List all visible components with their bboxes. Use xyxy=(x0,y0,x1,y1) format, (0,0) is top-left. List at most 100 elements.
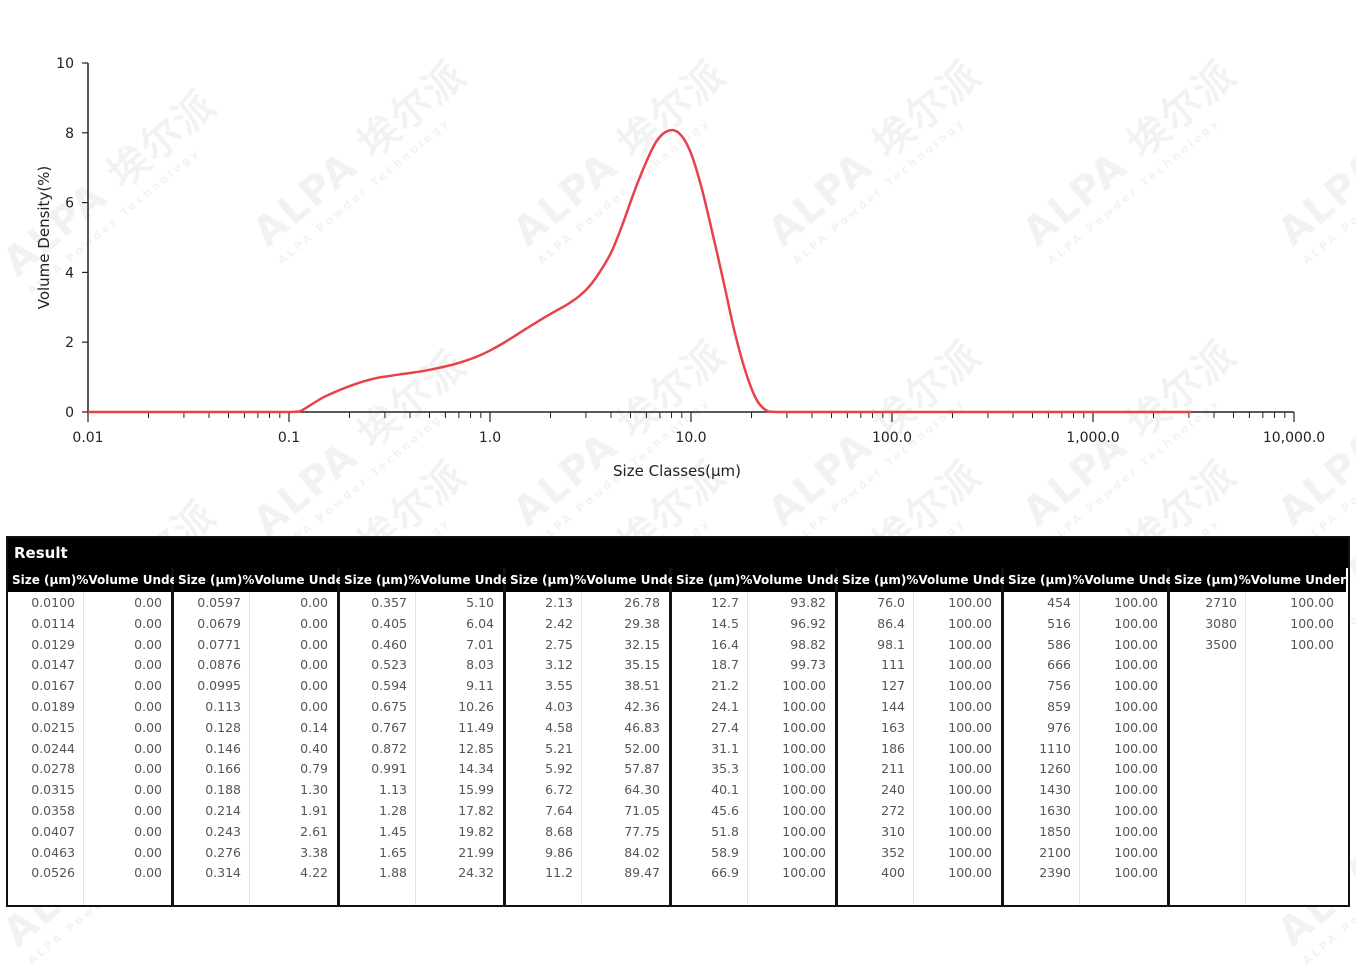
table-row: 1630 100.00 xyxy=(1004,801,1167,822)
size-column-header: Size (μm) xyxy=(1008,573,1073,587)
size-cell: 76.0 xyxy=(877,595,905,610)
x-tick-label: 1,000.0 xyxy=(1066,430,1119,446)
size-cell: 976 xyxy=(1047,719,1071,735)
volume-under-cell: 12.85 xyxy=(458,740,494,756)
volume-under-cell: 100.00 xyxy=(1114,678,1158,694)
size-cell: 14.5 xyxy=(711,615,739,631)
volume-under-cell: 0.00 xyxy=(134,657,162,673)
size-cell: 0.0771 xyxy=(197,636,241,652)
table-row: 0.523 8.03 xyxy=(340,655,503,676)
table-row: 0.214 1.91 xyxy=(174,801,337,822)
size-cell: 7.64 xyxy=(545,802,573,818)
size-cell: 3.12 xyxy=(545,657,573,673)
result-column-body: 0.357 5.10 0.405 6.04 0.460 7.01 0.523 8.03 0.59… xyxy=(340,592,503,905)
table-row: 11.2 89.47 xyxy=(506,863,669,884)
x-tick-label: 10.0 xyxy=(675,430,706,446)
table-row: 8.68 77.75 xyxy=(506,822,669,843)
volume-under-cell: 5.10 xyxy=(466,595,494,610)
table-row: 400 100.00 xyxy=(838,863,1001,884)
volume-under-cell: 64.30 xyxy=(624,782,660,798)
result-column-group: Size (μm) %Volume Under 0.357 5.10 0.405 6.04… xyxy=(340,568,516,905)
table-row: 45.6 100.00 xyxy=(672,801,835,822)
table-row: 666 100.00 xyxy=(1004,655,1167,676)
size-cell: 3500 xyxy=(1205,636,1237,652)
table-row: 1.13 15.99 xyxy=(340,780,503,801)
size-cell: 240 xyxy=(881,782,905,798)
table-row: 12.7 93.82 xyxy=(672,593,835,614)
volume-under-cell: 3.38 xyxy=(300,844,328,860)
table-row: 163 100.00 xyxy=(838,718,1001,739)
volume-under-cell: 0.00 xyxy=(300,657,328,673)
size-cell: 6.72 xyxy=(545,782,573,798)
volume-under-cell: 0.00 xyxy=(300,595,328,610)
volume-under-cell: 100.00 xyxy=(1114,698,1158,714)
table-row: 0.314 4.22 xyxy=(174,863,337,884)
size-cell: 16.4 xyxy=(711,636,739,652)
table-row: 5.21 52.00 xyxy=(506,739,669,760)
table-row: 6.72 64.30 xyxy=(506,780,669,801)
size-cell: 0.166 xyxy=(205,761,241,777)
size-cell: 0.243 xyxy=(205,823,241,839)
size-cell: 0.675 xyxy=(371,698,407,714)
size-cell: 0.0463 xyxy=(31,844,75,860)
table-row: 0.0129 0.00 xyxy=(8,635,171,656)
size-cell: 2710 xyxy=(1205,595,1237,610)
volume-under-cell: 38.51 xyxy=(624,678,660,694)
volume-under-cell: 32.15 xyxy=(624,636,660,652)
size-cell: 666 xyxy=(1047,657,1071,673)
size-cell: 144 xyxy=(881,698,905,714)
table-row: 21.2 100.00 xyxy=(672,676,835,697)
table-row: 2100 100.00 xyxy=(1004,843,1167,864)
volume-under-column-header: %Volume Under xyxy=(76,573,184,587)
size-column-header: Size (μm) xyxy=(676,573,741,587)
y-tick-label: 0 xyxy=(65,405,74,421)
table-row: 0.767 11.49 xyxy=(340,718,503,739)
size-cell: 66.9 xyxy=(711,865,739,881)
table-row: 0.166 0.79 xyxy=(174,759,337,780)
volume-under-cell: 100.00 xyxy=(782,865,826,881)
volume-under-cell: 100.00 xyxy=(1290,615,1334,631)
volume-under-cell: 57.87 xyxy=(624,761,660,777)
size-cell: 211 xyxy=(881,761,905,777)
volume-under-cell: 100.00 xyxy=(782,761,826,777)
table-row: 1.45 19.82 xyxy=(340,822,503,843)
volume-under-cell: 100.00 xyxy=(782,823,826,839)
volume-under-cell: 100.00 xyxy=(782,782,826,798)
volume-under-cell: 26.78 xyxy=(624,595,660,610)
size-cell: 1.28 xyxy=(379,802,407,818)
column-divider xyxy=(83,592,84,905)
result-column-group: Size (μm) %Volume Under 0.0100 0.00 0.0114 0.… xyxy=(8,568,184,905)
table-row: 40.1 100.00 xyxy=(672,780,835,801)
table-row: 2710 100.00 xyxy=(1170,593,1346,614)
size-cell: 0.594 xyxy=(371,678,407,694)
volume-under-cell: 100.00 xyxy=(948,698,992,714)
size-cell: 0.991 xyxy=(371,761,407,777)
result-column-body: 0.0100 0.00 0.0114 0.00 0.0129 0.00 0.0147 0.00… xyxy=(8,592,171,905)
table-row: 3.55 38.51 xyxy=(506,676,669,697)
size-cell: 0.405 xyxy=(371,615,407,631)
result-column-group: Size (μm) %Volume Under 454 100.00 516 100.00… xyxy=(1004,568,1180,905)
y-tick-label: 8 xyxy=(65,126,74,142)
volume-under-cell: 1.30 xyxy=(300,782,328,798)
result-column-group: Size (μm) %Volume Under 2.13 26.78 2.42 29.38… xyxy=(506,568,682,905)
table-row: 0.0315 0.00 xyxy=(8,780,171,801)
volume-under-cell: 14.34 xyxy=(458,761,494,777)
volume-under-cell: 100.00 xyxy=(1114,719,1158,735)
volume-under-cell: 21.99 xyxy=(458,844,494,860)
size-cell: 1.88 xyxy=(379,865,407,881)
table-row: 2.75 32.15 xyxy=(506,635,669,656)
size-cell: 0.0315 xyxy=(31,782,75,798)
size-column-header: Size (μm) xyxy=(842,573,907,587)
table-row: 76.0 100.00 xyxy=(838,593,1001,614)
size-cell: 5.21 xyxy=(545,740,573,756)
volume-under-cell: 10.26 xyxy=(458,698,494,714)
volume-under-cell: 24.32 xyxy=(458,865,494,881)
table-row: 352 100.00 xyxy=(838,843,1001,864)
volume-under-cell: 100.00 xyxy=(948,657,992,673)
table-row: 0.188 1.30 xyxy=(174,780,337,801)
volume-under-cell: 100.00 xyxy=(1114,844,1158,860)
table-row: 0.594 9.11 xyxy=(340,676,503,697)
x-axis-title: Size Classes(μm) xyxy=(613,462,741,480)
y-tick-label: 10 xyxy=(56,56,74,72)
size-cell: 0.0407 xyxy=(31,823,75,839)
